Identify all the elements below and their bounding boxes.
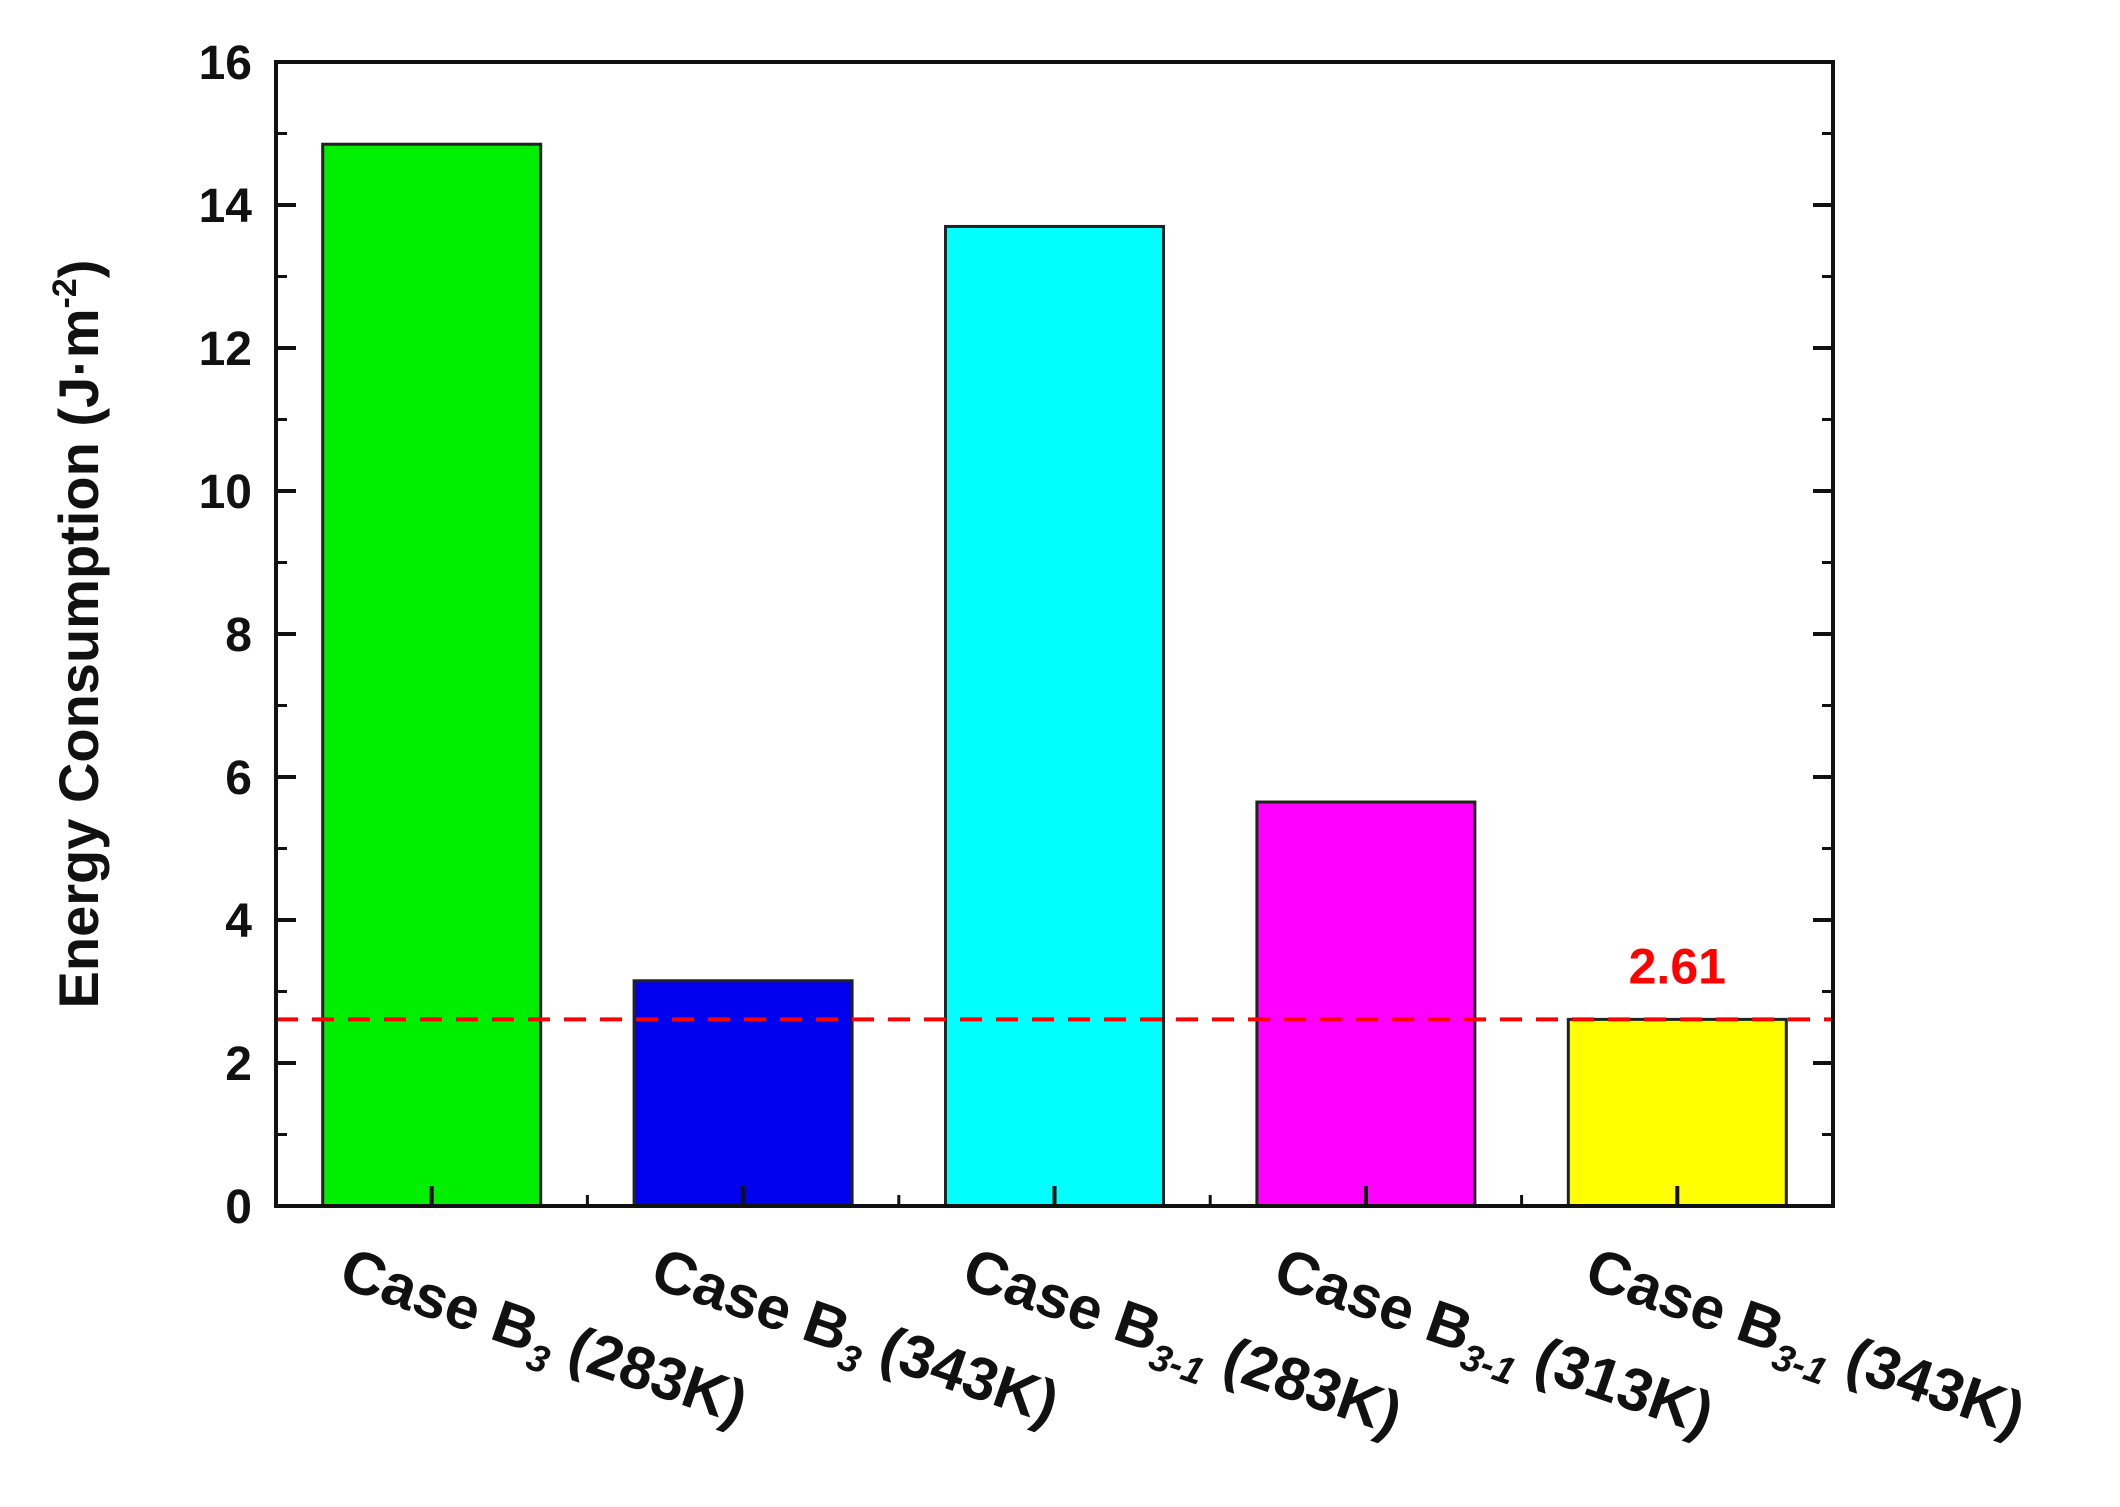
y-tick-label: 14 [199, 180, 253, 233]
bar-1 [321, 142, 543, 1208]
bar-5 [1566, 1017, 1788, 1208]
y-tick-label: 12 [199, 323, 252, 376]
bars-group [321, 142, 1788, 1208]
y-tick-label: 0 [225, 1181, 252, 1234]
y-axis-ticks: 0 2 4 6 8 10 12 14 16 [199, 37, 1833, 1234]
y-tick-label: 4 [225, 895, 252, 948]
y-tick-label: 8 [225, 609, 252, 662]
bar-4 [1255, 800, 1477, 1208]
y-tick-label: 2 [225, 1038, 252, 1091]
y-tick-label: 6 [225, 752, 252, 805]
y-tick-label: 16 [199, 37, 252, 90]
x-axis-category-labels: Case B3 (283K)Case B3 (343K)Case B3-1 (2… [332, 1235, 2033, 1448]
y-axis-title-group: Energy Consumption (J·m-2) [46, 260, 110, 1009]
bar-3 [944, 224, 1165, 1208]
reference-line-group: 2.61 [276, 938, 1833, 1022]
reference-line-label: 2.61 [1629, 938, 1726, 994]
x-axis-ticks [274, 1186, 1835, 1206]
y-axis-title: Energy Consumption (J·m-2) [46, 260, 110, 1009]
y-tick-label: 10 [199, 466, 252, 519]
bar-2 [632, 979, 854, 1208]
